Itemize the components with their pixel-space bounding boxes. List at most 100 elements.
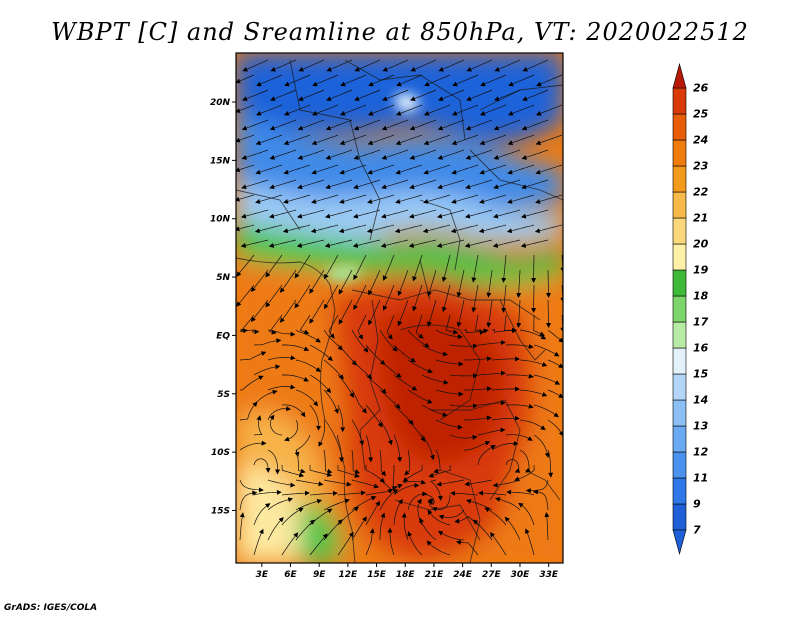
streamline — [404, 449, 411, 476]
streamline — [267, 449, 280, 475]
streamline — [427, 498, 437, 511]
streamline — [323, 479, 352, 487]
streamline — [357, 314, 367, 340]
streamline — [256, 74, 283, 87]
streamline — [253, 489, 282, 496]
streamline — [267, 517, 284, 541]
streamline — [535, 164, 563, 175]
streamline — [395, 104, 423, 116]
streamline — [239, 351, 267, 361]
streamline — [519, 419, 546, 431]
streamline — [506, 489, 535, 496]
streamline — [242, 89, 269, 101]
streamline — [449, 343, 478, 349]
streamline — [521, 179, 549, 190]
streamline — [354, 59, 381, 72]
streamline — [268, 209, 297, 219]
streamline — [379, 479, 403, 491]
streamline — [545, 269, 551, 298]
streamline — [295, 479, 324, 487]
streamline — [309, 344, 333, 361]
streamline — [351, 419, 365, 446]
streamline — [281, 507, 304, 526]
streamline — [493, 149, 521, 160]
streamline — [409, 149, 437, 160]
colorbar-label: 17 — [693, 316, 709, 329]
streamline — [379, 449, 386, 477]
streamline — [505, 403, 534, 409]
streamline — [422, 224, 451, 234]
streamline — [519, 359, 548, 367]
streamline — [253, 528, 264, 556]
streamline — [494, 59, 521, 72]
streamline — [514, 464, 535, 482]
colorbar-label: 9 — [693, 498, 701, 511]
streamline — [368, 74, 395, 87]
streamline — [250, 299, 269, 323]
streamlines — [236, 59, 563, 556]
streamline — [309, 269, 325, 294]
streamline — [282, 224, 311, 234]
streamline — [415, 314, 424, 339]
streamline — [464, 440, 491, 451]
streamline — [464, 386, 492, 392]
streamline — [367, 104, 395, 116]
cool-region — [236, 180, 563, 244]
streamline — [352, 209, 381, 219]
country-border — [439, 469, 481, 563]
latitude-axis: 20N 15N 10N 5N EQ 5S 10S 15S — [210, 98, 236, 516]
streamline — [281, 374, 309, 382]
streamline — [298, 89, 325, 101]
streamline — [269, 149, 297, 160]
streamline — [379, 329, 398, 352]
lon-tick-label: 12E — [339, 570, 359, 580]
streamline — [236, 224, 255, 232]
streamline — [354, 89, 381, 101]
streamline — [486, 269, 493, 298]
streamline — [367, 194, 395, 204]
streamline — [337, 434, 344, 463]
streamline — [284, 74, 311, 87]
streamline — [491, 356, 520, 362]
streamline — [407, 491, 428, 511]
lat-tick-label: 10S — [211, 448, 230, 458]
streamline — [395, 194, 423, 204]
streamline — [455, 539, 479, 556]
streamline — [240, 209, 269, 219]
streamline — [253, 503, 271, 526]
streamline — [486, 299, 493, 328]
colorbar-over-triangle — [672, 62, 687, 89]
streamline — [465, 119, 493, 131]
streamline — [381, 119, 409, 131]
streamline — [236, 74, 255, 84]
streamline — [421, 404, 448, 417]
streamline — [269, 119, 297, 131]
streamline — [435, 329, 463, 340]
streamline — [353, 119, 381, 131]
streamline — [449, 373, 478, 379]
streamline — [267, 384, 296, 391]
streamline — [402, 464, 423, 483]
streamline — [338, 269, 353, 295]
streamline — [493, 179, 521, 190]
streamline — [397, 299, 409, 327]
streamline — [340, 74, 367, 87]
streamline — [294, 284, 311, 309]
streamline — [464, 239, 493, 248]
streamline — [449, 403, 478, 409]
streamline — [479, 134, 507, 145]
streamline — [477, 370, 506, 376]
streamline — [533, 374, 561, 385]
colorbar-label: 19 — [693, 264, 709, 277]
streamline — [450, 490, 479, 496]
streamline — [505, 343, 534, 349]
colorbar-label: 15 — [693, 368, 709, 381]
streamline — [365, 374, 387, 394]
streamline — [464, 415, 492, 421]
streamline — [309, 299, 325, 324]
streamline — [325, 119, 353, 131]
streamline — [505, 434, 533, 441]
streamline — [522, 89, 549, 101]
streamline — [473, 519, 493, 541]
streamline — [379, 389, 401, 409]
